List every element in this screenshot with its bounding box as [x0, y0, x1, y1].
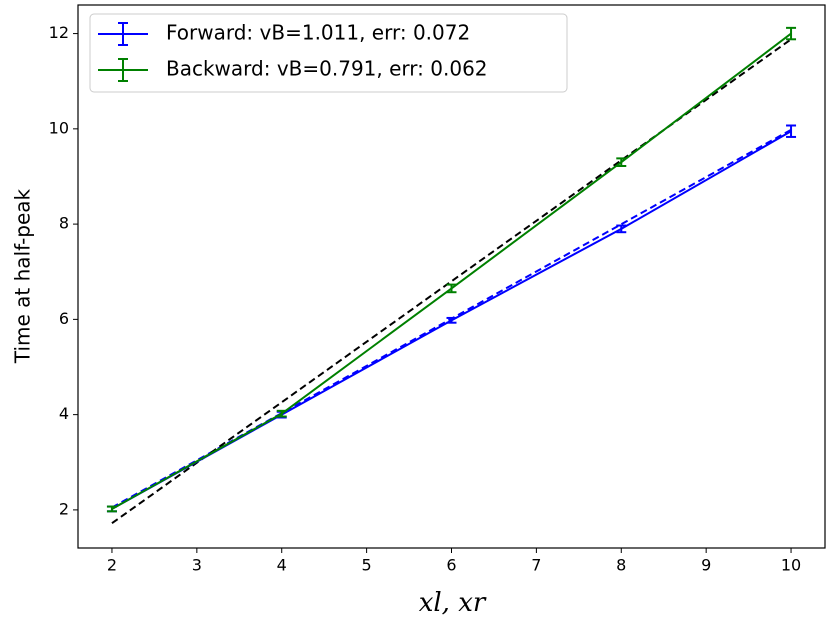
x-tick-label: 8 [616, 556, 626, 575]
error-bar [276, 409, 287, 418]
y-tick-label: 6 [59, 309, 69, 328]
error-bar [786, 124, 797, 138]
error-bar [616, 224, 627, 234]
x-tick-label: 5 [362, 556, 372, 575]
error-bar [446, 316, 457, 324]
x-tick-label: 10 [781, 556, 801, 575]
legend-label: Backward: vB=0.791, err: 0.062 [166, 57, 488, 81]
legend-box [89, 13, 568, 93]
legend-label: Forward: vB=1.011, err: 0.072 [166, 21, 470, 45]
plot-frame [77, 4, 826, 549]
x-tick-label: 3 [192, 556, 202, 575]
x-tick-label: 2 [107, 556, 117, 575]
x-tick-label: 9 [701, 556, 711, 575]
error-bar [616, 157, 627, 167]
y-tick-label: 10 [49, 118, 69, 137]
y-tick-label: 12 [49, 23, 69, 42]
x-tick-label: 4 [277, 556, 287, 575]
y-axis-label: Time at half-peak [11, 188, 35, 364]
x-tick-label: 7 [531, 556, 541, 575]
y-tick-label: 8 [59, 214, 69, 233]
x-axis-label: xl, xr [419, 588, 487, 618]
y-tick-label: 4 [59, 404, 69, 423]
error-bar [786, 26, 797, 41]
y-tick-label: 2 [59, 499, 69, 518]
error-bar [106, 505, 117, 513]
series-line [111, 32, 792, 510]
x-tick-label: 6 [446, 556, 456, 575]
error-bar [446, 283, 457, 294]
